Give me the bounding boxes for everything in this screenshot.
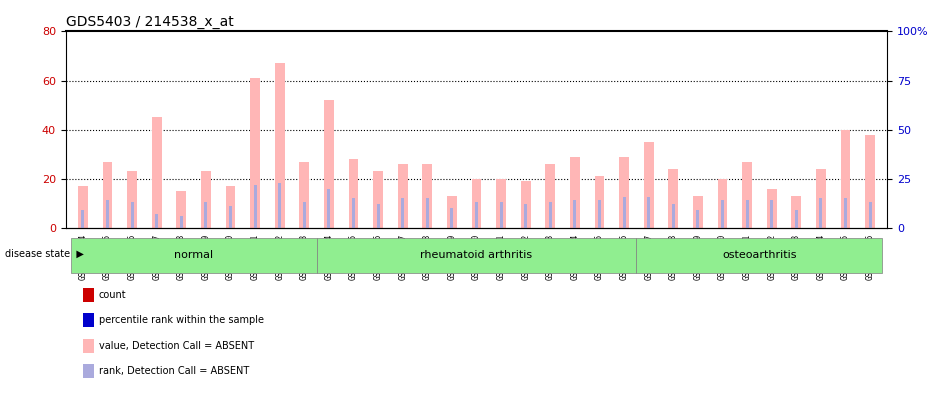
Bar	[546, 164, 555, 228]
Bar	[316, 238, 637, 273]
Bar	[254, 185, 256, 228]
Bar	[423, 164, 432, 228]
Text: count: count	[99, 290, 126, 300]
Bar	[352, 198, 355, 228]
Bar	[746, 200, 748, 228]
Bar	[742, 162, 752, 228]
Bar	[594, 176, 605, 228]
Bar	[102, 162, 113, 228]
Bar	[471, 179, 482, 228]
Bar	[767, 189, 777, 228]
Bar	[377, 204, 379, 228]
Bar	[475, 202, 478, 228]
Bar	[500, 202, 502, 228]
Bar	[328, 189, 331, 228]
Bar	[637, 238, 883, 273]
Bar	[672, 204, 675, 228]
Bar	[127, 171, 137, 228]
Bar	[669, 169, 678, 228]
Bar	[152, 118, 162, 228]
Text: rheumatoid arthritis: rheumatoid arthritis	[421, 250, 532, 261]
Bar	[373, 171, 383, 228]
Bar	[521, 181, 531, 228]
Bar	[278, 183, 281, 228]
Bar	[721, 200, 724, 228]
Bar	[300, 162, 309, 228]
Bar	[131, 202, 133, 228]
Text: GDS5403 / 214538_x_at: GDS5403 / 214538_x_at	[66, 15, 234, 29]
Bar	[106, 200, 109, 228]
Bar	[496, 179, 506, 228]
Bar	[820, 198, 823, 228]
Text: percentile rank within the sample: percentile rank within the sample	[99, 315, 264, 325]
Bar	[451, 208, 454, 228]
Bar	[840, 130, 851, 228]
Bar	[225, 186, 236, 228]
Bar	[619, 157, 629, 228]
Text: normal: normal	[174, 250, 213, 261]
Bar	[794, 210, 798, 228]
Bar	[693, 196, 703, 228]
Bar	[570, 157, 580, 228]
Bar	[82, 210, 85, 228]
Bar	[844, 198, 847, 228]
Text: value, Detection Call = ABSENT: value, Detection Call = ABSENT	[99, 341, 254, 351]
Text: osteoarthritis: osteoarthritis	[722, 250, 796, 261]
Text: rank, Detection Call = ABSENT: rank, Detection Call = ABSENT	[99, 366, 249, 376]
Bar	[865, 134, 875, 228]
Bar	[447, 196, 457, 228]
Bar	[426, 198, 429, 228]
Bar	[155, 214, 159, 228]
Bar	[180, 216, 183, 228]
Bar	[201, 171, 211, 228]
Bar	[324, 100, 334, 228]
Bar	[78, 186, 88, 228]
Bar	[869, 202, 871, 228]
Bar	[598, 200, 601, 228]
Bar	[647, 196, 650, 228]
Text: disease state  ▶: disease state ▶	[5, 248, 84, 259]
Bar	[250, 78, 260, 228]
Bar	[205, 202, 208, 228]
Bar	[697, 210, 700, 228]
Bar	[644, 142, 654, 228]
Bar	[549, 202, 552, 228]
Bar	[398, 164, 408, 228]
Bar	[303, 202, 306, 228]
Bar	[70, 238, 316, 273]
Bar	[524, 204, 527, 228]
Bar	[623, 196, 625, 228]
Bar	[348, 159, 359, 228]
Bar	[275, 63, 285, 228]
Bar	[792, 196, 801, 228]
Bar	[717, 179, 728, 228]
Bar	[401, 198, 404, 228]
Bar	[816, 169, 826, 228]
Bar	[177, 191, 186, 228]
Bar	[229, 206, 232, 228]
Bar	[770, 200, 773, 228]
Bar	[574, 200, 577, 228]
